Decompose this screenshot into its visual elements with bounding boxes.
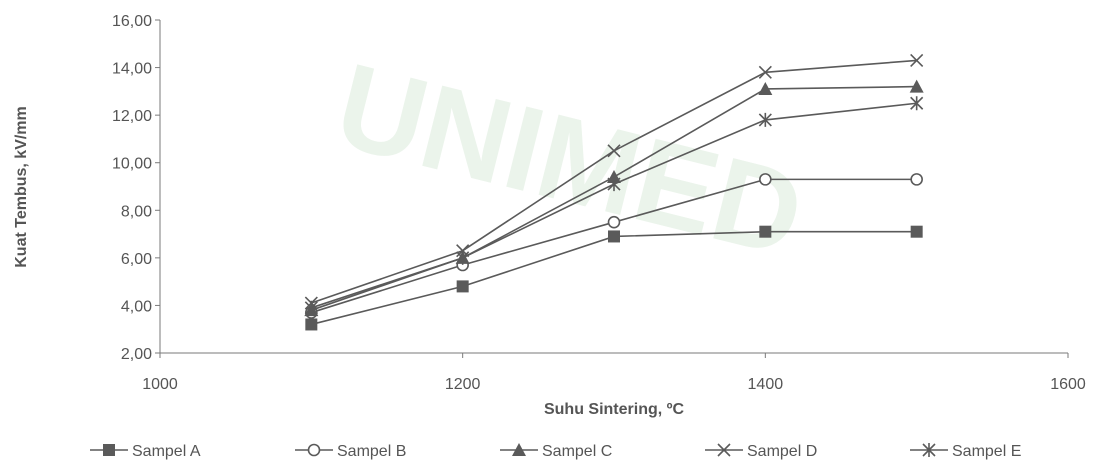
legend-item-sampel-b: Sampel B xyxy=(295,443,406,460)
y-tick-label: 14,00 xyxy=(112,61,152,78)
data-point-sampel-e xyxy=(758,112,772,127)
data-point-sampel-c xyxy=(758,81,773,95)
data-point-sampel-b xyxy=(910,173,923,186)
y-tick-label: 4,00 xyxy=(121,298,152,315)
legend-item-sampel-d: Sampel D xyxy=(705,443,817,460)
y-tick-label: 10,00 xyxy=(112,156,152,173)
y-tick-label: 12,00 xyxy=(112,108,152,125)
data-point-sampel-b xyxy=(759,173,772,186)
series-sampel-a xyxy=(305,225,923,331)
x-tick-labels: 1000 1200 1400 1600 xyxy=(142,353,1086,393)
watermark-text: UNIMED xyxy=(324,38,816,283)
x-tick-label: 1400 xyxy=(748,376,784,393)
data-point-sampel-c xyxy=(909,79,924,93)
data-point-sampel-d xyxy=(910,53,924,68)
x-tick-label: 1000 xyxy=(142,376,178,393)
legend-marker-sampel-c xyxy=(512,443,526,456)
legend-item-sampel-e: Sampel E xyxy=(910,443,1021,460)
y-axis-title: Kuat Tembus, kV/mm xyxy=(13,106,30,268)
data-point-sampel-a xyxy=(305,318,318,331)
data-point-sampel-e xyxy=(456,250,470,265)
series-sampel-d xyxy=(304,53,924,310)
legend-label: Sampel D xyxy=(747,443,817,460)
series-layer xyxy=(304,53,924,331)
legend-label: Sampel E xyxy=(952,443,1021,460)
x-axis-title: Suhu Sintering, ºC xyxy=(544,401,685,418)
y-tick-label: 2,00 xyxy=(121,346,152,363)
data-point-sampel-a xyxy=(910,225,923,238)
data-point-sampel-d xyxy=(758,65,772,79)
data-point-sampel-a xyxy=(456,280,469,293)
x-tick-label: 1200 xyxy=(445,376,481,393)
y-tick-labels: 2,00 4,00 6,00 8,00 10,00 12,00 14,00 16,00 xyxy=(112,13,160,363)
data-point-sampel-d xyxy=(607,144,621,158)
data-point-sampel-e xyxy=(304,300,318,315)
data-point-sampel-b xyxy=(607,215,621,229)
data-point-sampel-e xyxy=(910,96,924,111)
y-tick-label: 8,00 xyxy=(121,203,152,220)
legend: Sampel A Sampel B Sampel C Sampel D Sampel E xyxy=(90,443,1021,460)
legend-label: Sampel A xyxy=(132,443,201,460)
y-tick-label: 16,00 xyxy=(112,13,152,30)
watermark: UNIMED xyxy=(324,38,816,283)
legend-marker-sampel-d xyxy=(717,443,731,457)
plot-area: 2,00 4,00 6,00 8,00 10,00 12,00 14,00 16,00 100… xyxy=(112,13,1086,393)
data-point-sampel-a xyxy=(759,225,772,238)
data-point-sampel-e xyxy=(607,177,621,192)
x-tick-label: 1600 xyxy=(1050,376,1086,393)
y-tick-label: 6,00 xyxy=(121,251,152,268)
legend-marker-sampel-a xyxy=(103,444,115,456)
legend-item-sampel-a: Sampel A xyxy=(90,443,201,460)
legend-label: Sampel B xyxy=(337,443,406,460)
data-point-sampel-a xyxy=(608,230,620,243)
legend-label: Sampel C xyxy=(542,443,612,460)
series-sampel-e xyxy=(304,96,924,315)
legend-marker-sampel-e xyxy=(922,443,936,457)
legend-item-sampel-c: Sampel C xyxy=(500,443,612,460)
legend-marker-sampel-b xyxy=(307,443,321,457)
